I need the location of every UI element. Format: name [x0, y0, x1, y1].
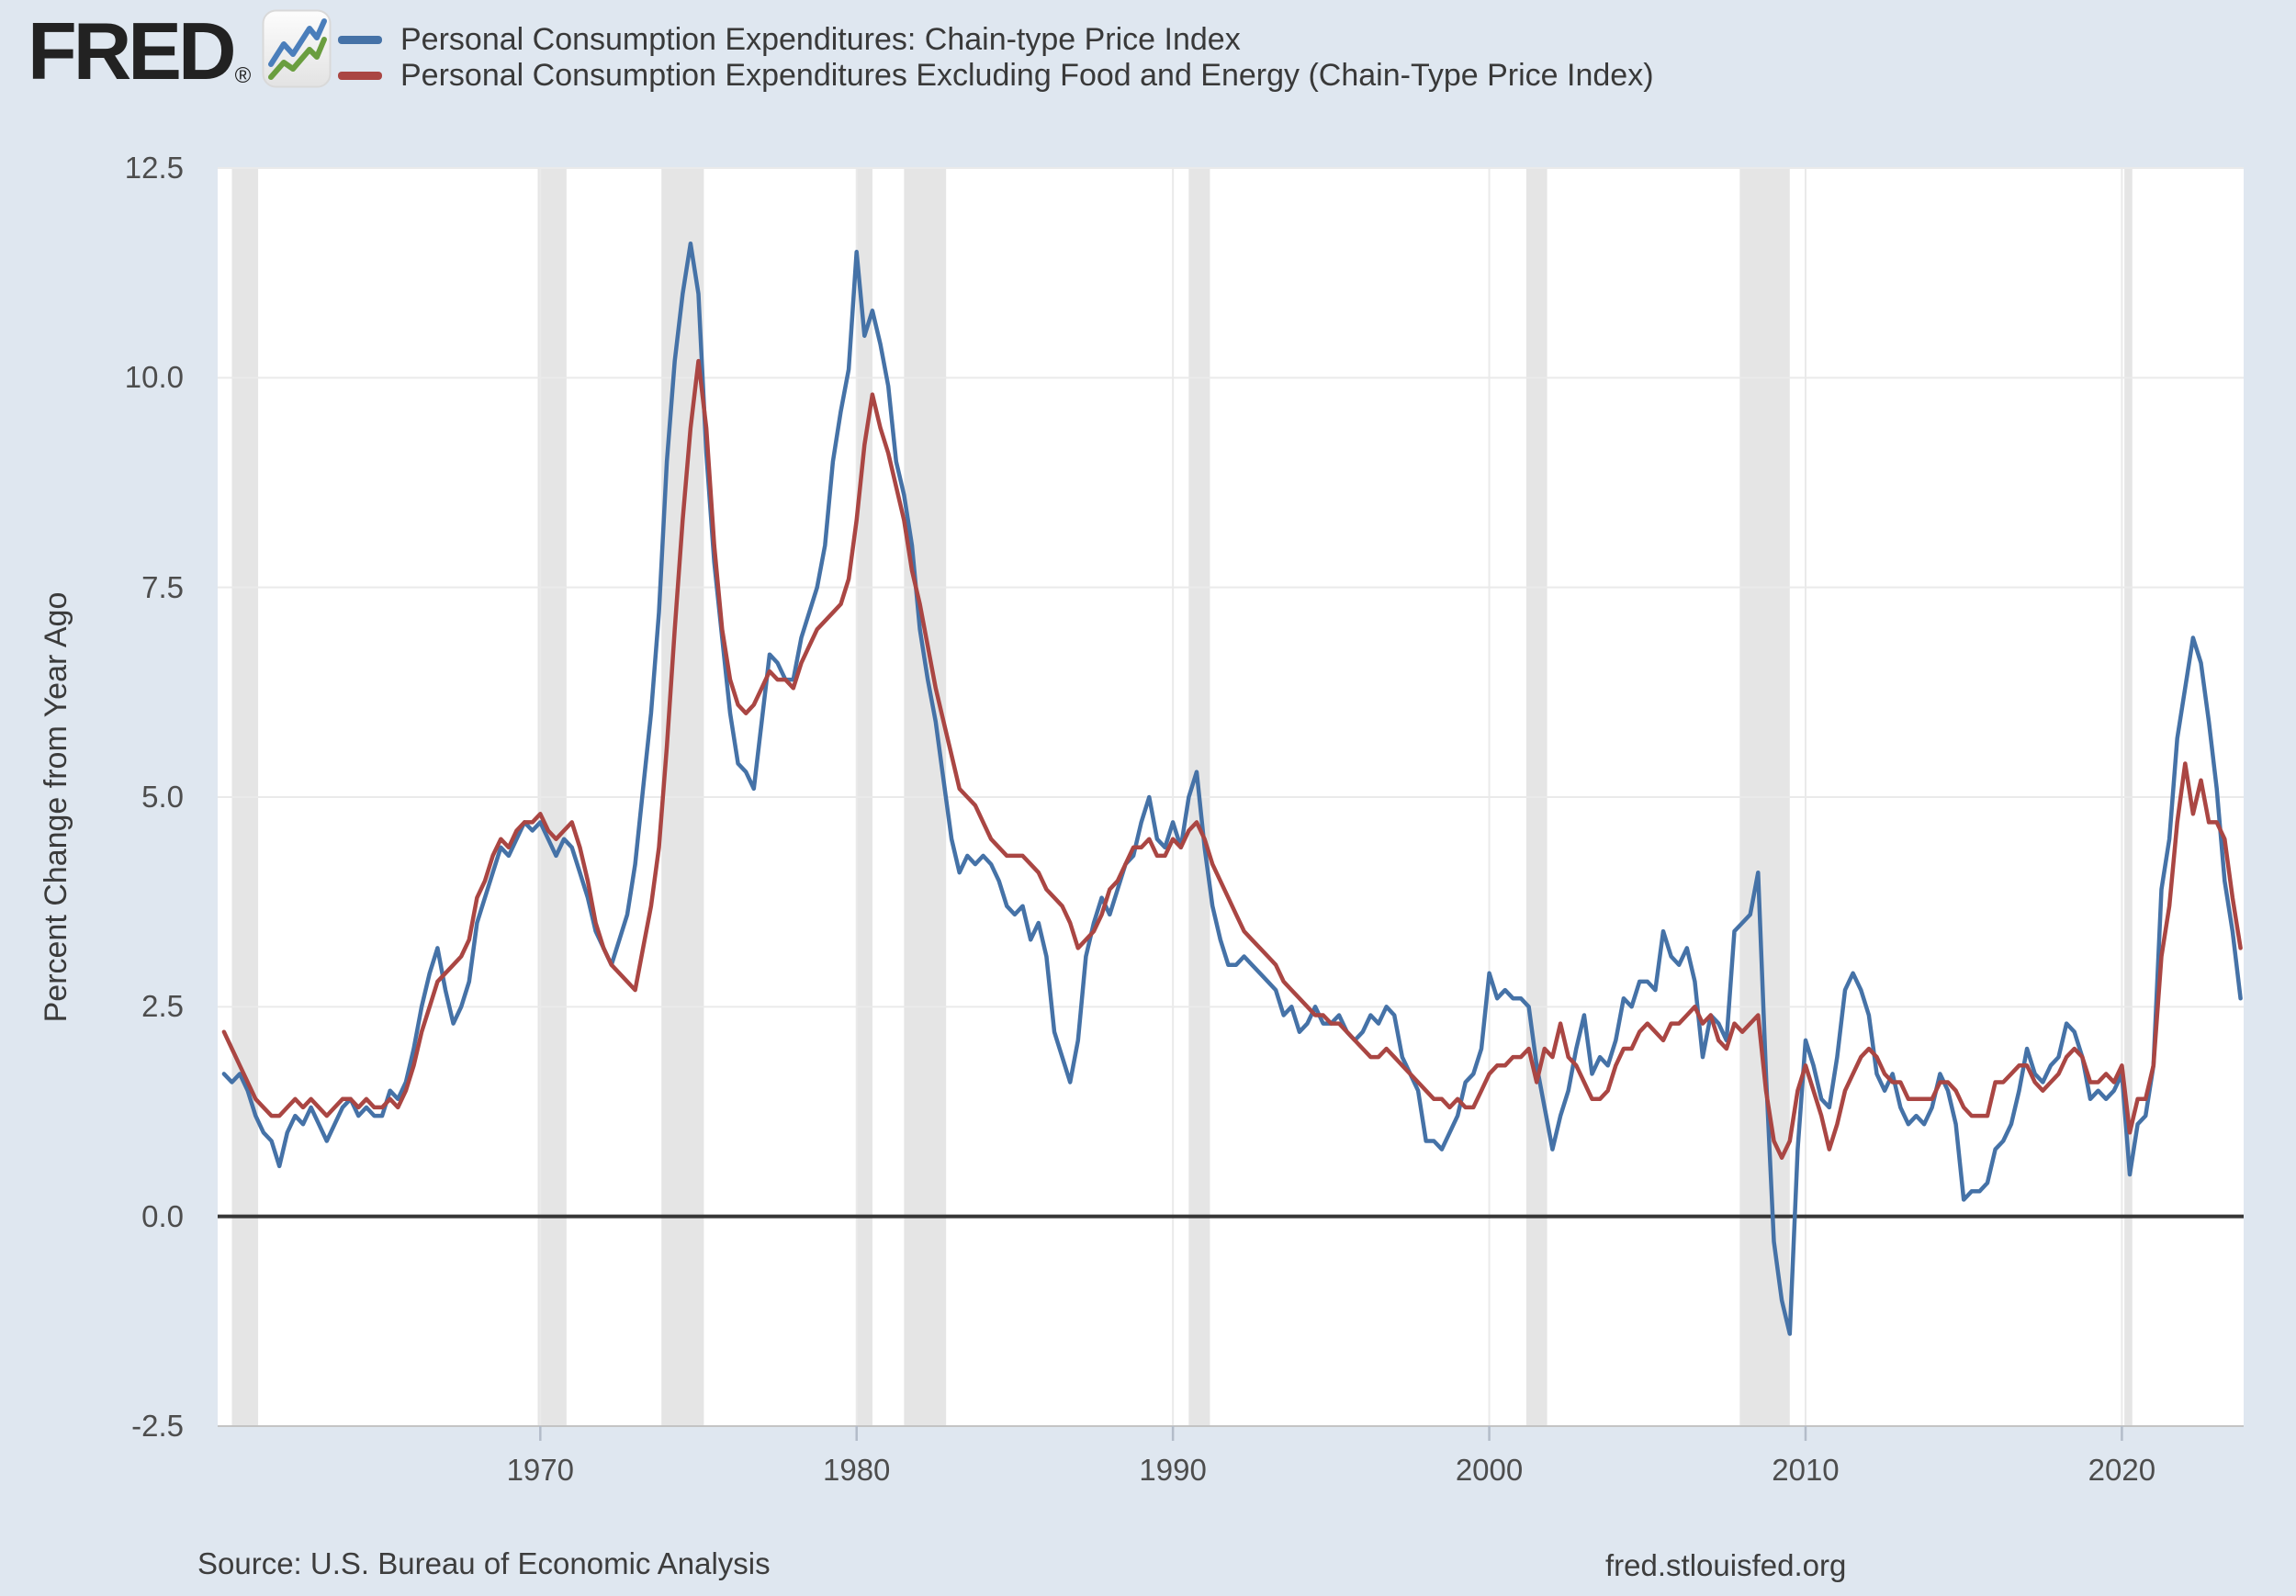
- legend-item-core-pce[interactable]: Personal Consumption Expenditures Exclud…: [338, 58, 1654, 94]
- legend-item-pce[interactable]: Personal Consumption Expenditures: Chain…: [338, 22, 1654, 58]
- series-line-pce[interactable]: [221, 241, 2243, 1336]
- y-tick-label: 7.5: [141, 569, 184, 604]
- y-tick-label: 2.5: [141, 989, 184, 1024]
- legend-swatch-core-pce: [338, 72, 382, 80]
- legend-label-pce: Personal Consumption Expenditures: Chain…: [400, 22, 1241, 57]
- site-link[interactable]: fred.stlouisfed.org: [1605, 1548, 1847, 1582]
- y-tick-label: 10.0: [124, 360, 184, 395]
- legend-swatch-pce: [338, 36, 382, 44]
- x-tick-label: 1980: [823, 1453, 891, 1487]
- y-tick-label: -2.5: [131, 1409, 184, 1443]
- registered-trademark-icon: ®: [234, 63, 252, 88]
- x-tick-label: 2000: [1455, 1453, 1524, 1487]
- x-tick-label: 2020: [2088, 1453, 2156, 1487]
- x-tick-label: 1970: [506, 1453, 574, 1487]
- chart-legend: Personal Consumption Expenditures: Chain…: [338, 22, 1654, 94]
- y-tick-label: 5.0: [141, 780, 184, 814]
- source-note: Source: U.S. Bureau of Economic Analysis: [197, 1546, 771, 1580]
- fred-logo-chart-icon: [262, 9, 332, 88]
- y-tick-label: 12.5: [124, 151, 184, 185]
- legend-label-core-pce: Personal Consumption Expenditures Exclud…: [400, 58, 1654, 93]
- series-line-core-pce[interactable]: [221, 358, 2243, 1160]
- x-tick-label: 2010: [1772, 1453, 1840, 1487]
- y-tick-label: 0.0: [141, 1198, 184, 1233]
- fred-logo-text: FRED: [28, 6, 237, 96]
- fred-logo[interactable]: FRED ®: [28, 6, 332, 96]
- x-tick-label: 1990: [1139, 1453, 1207, 1487]
